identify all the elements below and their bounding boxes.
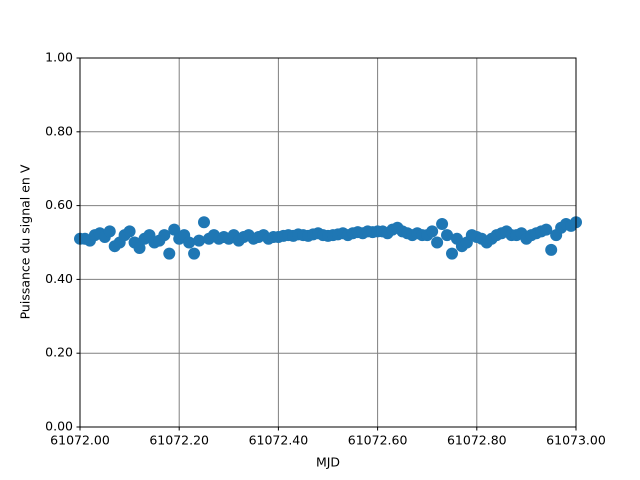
point: [133, 242, 146, 255]
point: [168, 223, 181, 236]
point: [158, 229, 171, 242]
point: [441, 229, 454, 242]
point: [436, 218, 449, 231]
y-tick-label: 1.00: [45, 50, 73, 65]
y-tick-label: 0.60: [45, 197, 73, 212]
x-tick-label: 61072.20: [149, 433, 209, 448]
x-axis-label: MJD: [316, 455, 340, 470]
y-tick-label: 0.00: [45, 419, 73, 434]
plot-frame: [79, 57, 577, 428]
point: [426, 225, 439, 238]
x-tick-label: 61073.00: [546, 433, 606, 448]
point: [540, 223, 553, 236]
point: [545, 243, 558, 256]
y-tick-label: 0.40: [45, 271, 73, 286]
y-tick-label: 0.20: [45, 345, 73, 360]
y-axis-label: Puissance du signal en V: [18, 164, 33, 319]
point: [198, 216, 210, 229]
x-tick-label: 61072.40: [249, 433, 309, 448]
point: [123, 225, 136, 238]
point: [188, 247, 201, 260]
x-tick-label: 61072.00: [50, 433, 110, 448]
y-tick-label: 0.80: [45, 123, 73, 138]
point: [183, 236, 196, 249]
point: [163, 247, 176, 260]
point: [193, 234, 206, 247]
point: [446, 247, 458, 260]
x-tick-label: 61072.60: [348, 433, 408, 448]
point: [103, 225, 116, 238]
x-tick-label: 61072.80: [447, 433, 507, 448]
point: [431, 236, 444, 249]
